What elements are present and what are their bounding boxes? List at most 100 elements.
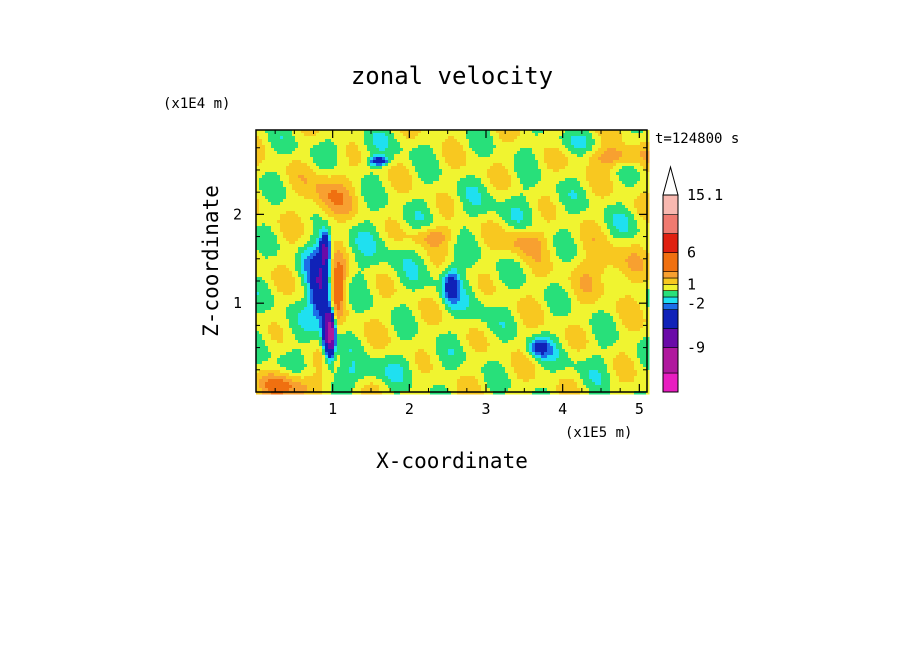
contour-cell — [265, 250, 269, 254]
contour-cell — [376, 298, 380, 302]
contour-cell — [385, 364, 389, 368]
contour-cell — [271, 145, 275, 149]
contour-cell — [286, 214, 290, 218]
contour-cell — [352, 163, 356, 167]
contour-cell — [418, 286, 422, 290]
contour-cell — [265, 220, 269, 224]
contour-cell — [307, 238, 311, 242]
contour-cell — [337, 388, 341, 392]
contour-cell — [391, 328, 395, 332]
contour-cell — [301, 178, 305, 182]
contour-cell — [409, 259, 413, 263]
contour-cell — [313, 142, 317, 146]
contour-cell — [352, 172, 356, 176]
contour-cell — [319, 250, 323, 254]
contour-cell — [274, 388, 278, 392]
contour-cell — [343, 187, 347, 191]
contour-cell — [361, 289, 365, 293]
contour-cell — [400, 220, 404, 224]
contour-cell — [361, 337, 365, 341]
contour-cell — [352, 364, 356, 368]
contour-cell — [397, 259, 401, 263]
contour-cell — [379, 301, 383, 305]
contour-cell — [379, 310, 383, 314]
contour-cell — [337, 214, 341, 218]
contour-cell — [358, 214, 362, 218]
contour-cell — [364, 139, 368, 143]
contour-cell — [370, 184, 374, 188]
contour-cell — [352, 160, 356, 164]
contour-cell — [274, 295, 278, 299]
contour-cell — [268, 322, 272, 326]
contour-cell — [355, 313, 359, 317]
contour-cell — [397, 139, 401, 143]
contour-cell — [301, 247, 305, 251]
contour-cell — [271, 196, 275, 200]
contour-cell — [337, 196, 341, 200]
contour-cell — [289, 193, 293, 197]
contour-cell — [268, 142, 272, 146]
contour-cell — [391, 331, 395, 335]
contour-cell — [277, 355, 281, 359]
contour-cell — [397, 298, 401, 302]
contour-cell — [331, 322, 335, 326]
contour-cell — [367, 379, 371, 383]
contour-cell — [394, 370, 398, 374]
contour-cell — [262, 196, 266, 200]
contour-cell — [319, 295, 323, 299]
contour-cell — [358, 334, 362, 338]
contour-cell — [283, 310, 287, 314]
contour-cell — [355, 346, 359, 350]
contour-cell — [391, 301, 395, 305]
contour-cell — [418, 253, 422, 257]
contour-cell — [280, 184, 284, 188]
contour-cell — [412, 148, 416, 152]
contour-cell — [313, 187, 317, 191]
contour-cell — [424, 328, 428, 332]
contour-cell — [280, 361, 284, 365]
contour-cell — [361, 361, 365, 365]
contour-cell — [280, 226, 284, 230]
contour-cell — [391, 274, 395, 278]
contour-cell — [304, 160, 308, 164]
contour-cell — [403, 388, 407, 392]
contour-cell — [334, 298, 338, 302]
contour-cell — [286, 220, 290, 224]
contour-cell — [358, 292, 362, 296]
contour-cell — [274, 250, 278, 254]
contour-cell — [259, 274, 263, 278]
contour-cell — [298, 181, 302, 185]
contour-cell — [385, 139, 389, 143]
contour-cell — [307, 328, 311, 332]
contour-cell — [301, 232, 305, 236]
contour-cell — [373, 241, 377, 245]
contour-cell — [358, 169, 362, 173]
contour-cell — [340, 169, 344, 173]
contour-cell — [259, 178, 263, 182]
contour-cell — [271, 286, 275, 290]
contour-cell — [358, 379, 362, 383]
contour-cell — [418, 184, 422, 188]
contour-cell — [331, 148, 335, 152]
contour-cell — [367, 259, 371, 263]
contour-cell — [289, 190, 293, 194]
contour-cell — [322, 157, 326, 161]
contour-cell — [403, 307, 407, 311]
contour-cell — [412, 388, 416, 392]
contour-cell — [406, 205, 410, 209]
contour-cell — [301, 169, 305, 173]
contour-cell — [421, 304, 425, 308]
contour-cell — [286, 307, 290, 311]
contour-cell — [418, 283, 422, 287]
contour-cell — [382, 277, 386, 281]
contour-cell — [379, 214, 383, 218]
contour-cell — [394, 184, 398, 188]
contour-cell — [262, 268, 266, 272]
contour-cell — [397, 142, 401, 146]
contour-cell — [334, 214, 338, 218]
contour-cell — [415, 340, 419, 344]
contour-cell — [289, 250, 293, 254]
contour-cell — [307, 307, 311, 311]
contour-cell — [364, 364, 368, 368]
contour-cell — [337, 175, 341, 179]
